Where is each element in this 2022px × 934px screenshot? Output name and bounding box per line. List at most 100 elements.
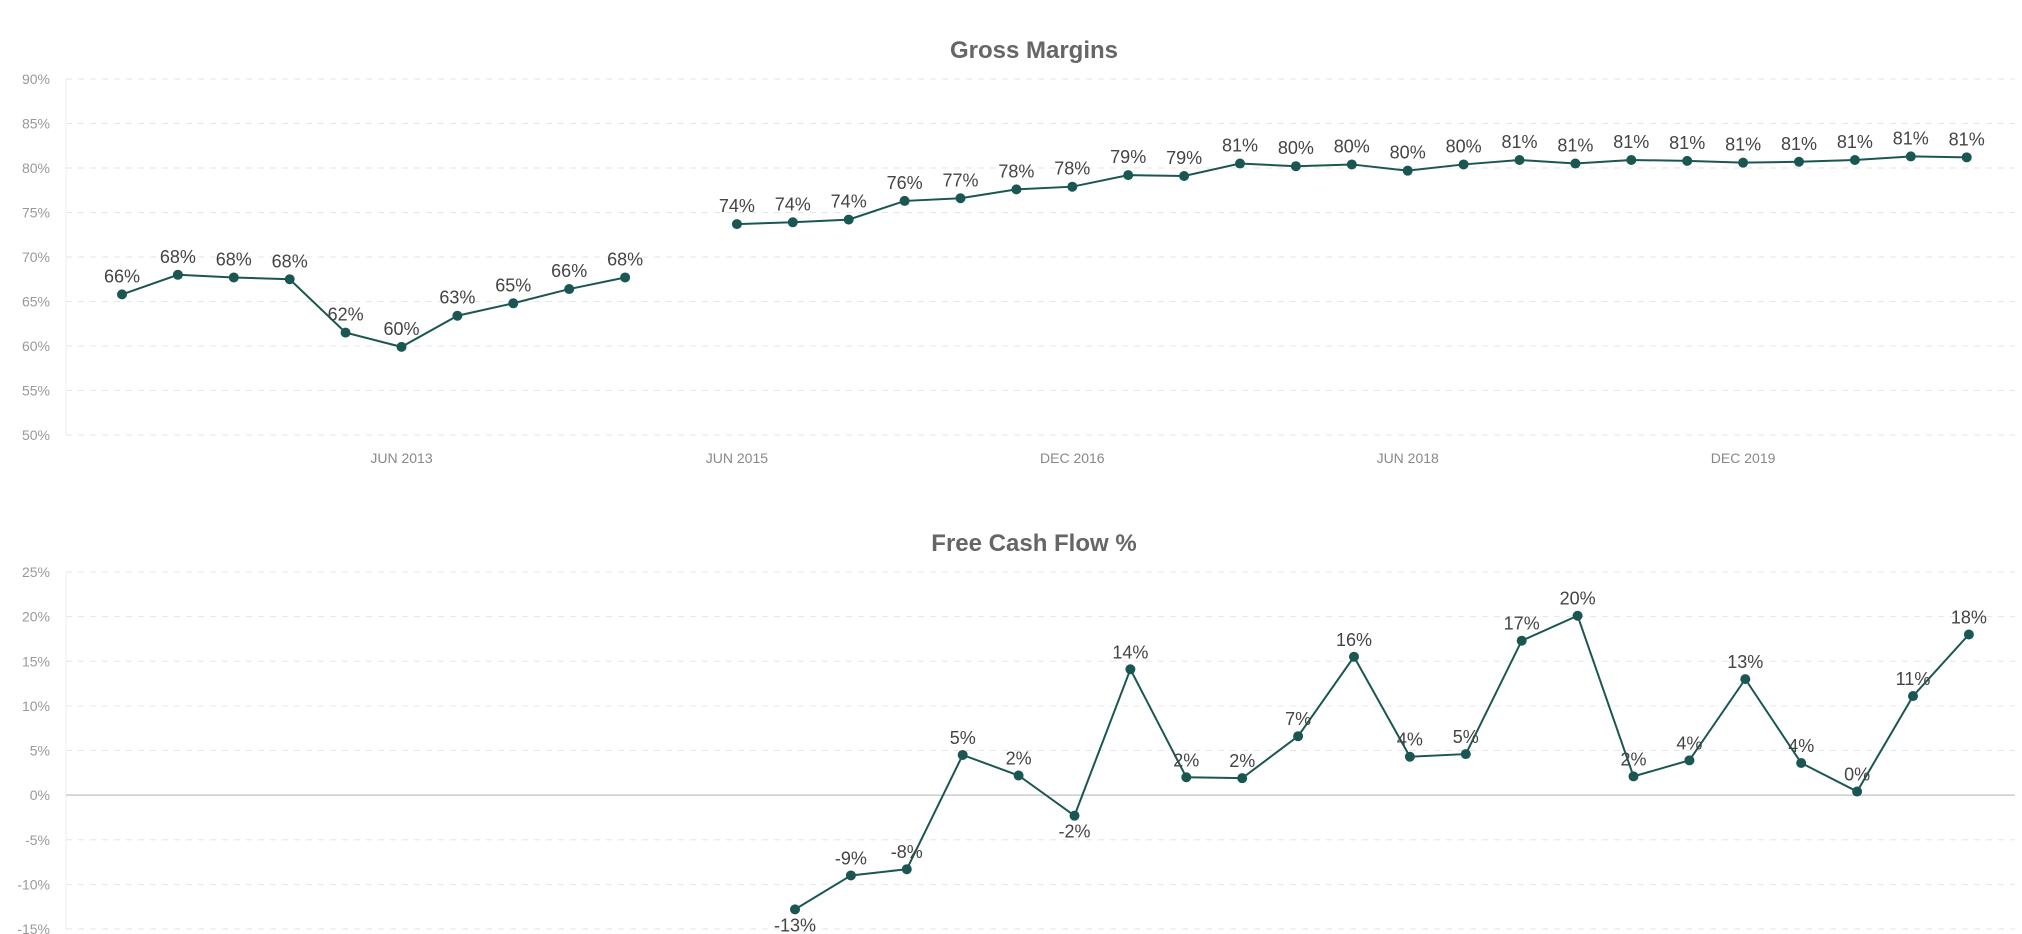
data-label: 74%: [831, 192, 867, 212]
data-point[interactable]: [1852, 786, 1863, 797]
data-point[interactable]: [1794, 156, 1804, 167]
data-label: 81%: [1949, 129, 1985, 149]
data-point[interactable]: [1684, 755, 1695, 766]
data-label: 80%: [1390, 143, 1426, 163]
data-point[interactable]: [843, 214, 854, 225]
data-label: 66%: [104, 266, 140, 286]
data-point[interactable]: [1402, 165, 1413, 176]
data-point[interactable]: [508, 298, 519, 309]
data-label: 11%: [1896, 669, 1931, 689]
data-label: 79%: [1166, 148, 1202, 168]
data-point[interactable]: [1067, 181, 1078, 192]
data-point[interactable]: [790, 904, 800, 915]
data-point[interactable]: [899, 195, 910, 206]
data-point[interactable]: [1404, 751, 1415, 762]
data-label: 17%: [1504, 614, 1540, 634]
data-label: 14%: [1112, 642, 1148, 662]
data-label: 81%: [1222, 136, 1258, 156]
y-tick-label: 15%: [22, 653, 50, 669]
data-point[interactable]: [1069, 810, 1080, 821]
data-point[interactable]: [957, 749, 968, 760]
data-point[interactable]: [1181, 772, 1192, 783]
data-label: 0%: [1844, 765, 1870, 785]
data-point[interactable]: [1905, 151, 1916, 162]
data-point[interactable]: [1738, 157, 1749, 168]
data-point[interactable]: [117, 289, 127, 300]
data-point[interactable]: [1908, 691, 1918, 702]
data-point[interactable]: [1626, 154, 1637, 165]
data-label: 63%: [439, 288, 475, 308]
data-point[interactable]: [1013, 770, 1024, 781]
data-point[interactable]: [564, 284, 575, 295]
data-point[interactable]: [1346, 159, 1357, 170]
data-point[interactable]: [1235, 158, 1245, 169]
data-point[interactable]: [284, 274, 295, 285]
data-point[interactable]: [1961, 152, 1972, 163]
data-point[interactable]: [1570, 158, 1581, 169]
data-point[interactable]: [1628, 771, 1639, 782]
data-label: 62%: [328, 305, 364, 325]
data-point[interactable]: [1572, 610, 1583, 621]
x-tick-label: JUN 2013: [370, 450, 432, 466]
data-label: 18%: [1951, 607, 1987, 627]
data-point[interactable]: [228, 272, 239, 283]
data-point[interactable]: [172, 269, 183, 280]
data-label: 66%: [551, 261, 587, 281]
data-point[interactable]: [1796, 757, 1807, 768]
data-point[interactable]: [620, 272, 631, 283]
y-tick-label: 75%: [22, 205, 50, 221]
data-point[interactable]: [1458, 159, 1469, 170]
free-cash-flow-chart: Free Cash Flow % -15% -10% -5% 0% 5% 10% 15% 20…: [17, 530, 2015, 934]
data-point[interactable]: [1293, 731, 1304, 742]
data-point[interactable]: [1290, 161, 1301, 172]
data-label: 81%: [1613, 132, 1649, 152]
data-point[interactable]: [1125, 664, 1136, 675]
y-tick-label: 80%: [22, 160, 50, 176]
data-point[interactable]: [1849, 154, 1860, 165]
data-point[interactable]: [787, 217, 798, 228]
gross-margins-title: Gross Margins: [950, 37, 1118, 64]
data-point[interactable]: [452, 310, 463, 321]
data-label: 68%: [272, 251, 308, 271]
data-label: 80%: [1446, 136, 1482, 156]
data-label: 4%: [1788, 736, 1814, 756]
data-label: 68%: [607, 249, 643, 269]
data-point[interactable]: [1963, 629, 1974, 640]
data-label: 60%: [383, 319, 419, 339]
x-tick-label: DEC 2016: [1040, 450, 1105, 466]
data-point[interactable]: [731, 219, 742, 230]
y-tick-label: 65%: [22, 294, 50, 310]
data-label: 2%: [1006, 748, 1032, 768]
data-label: -2%: [1058, 822, 1090, 842]
data-point[interactable]: [845, 870, 856, 881]
data-point[interactable]: [1237, 773, 1248, 784]
data-point[interactable]: [1514, 154, 1525, 165]
data-point[interactable]: [1349, 651, 1359, 662]
data-point[interactable]: [955, 193, 966, 204]
data-point[interactable]: [901, 864, 912, 875]
data-point[interactable]: [396, 341, 407, 352]
data-point[interactable]: [1682, 155, 1693, 166]
data-label: 4%: [1397, 730, 1423, 750]
data-point[interactable]: [1179, 171, 1190, 182]
data-label: 78%: [1054, 159, 1090, 179]
data-point[interactable]: [1011, 184, 1022, 195]
free-cash-flow-title: Free Cash Flow %: [931, 530, 1136, 557]
data-label: 76%: [887, 173, 923, 193]
data-point[interactable]: [1123, 170, 1134, 181]
data-point[interactable]: [1740, 674, 1751, 685]
y-tick-label: 85%: [22, 116, 50, 132]
y-tick-label: -5%: [25, 832, 50, 848]
data-point[interactable]: [1516, 635, 1527, 646]
data-point[interactable]: [340, 327, 351, 338]
data-label: -13%: [774, 915, 816, 934]
data-label: 81%: [1501, 132, 1537, 152]
x-tick-label: DEC 2019: [1711, 450, 1776, 466]
data-point[interactable]: [1460, 749, 1471, 760]
data-label: 78%: [998, 161, 1034, 181]
series-line: [121, 273, 626, 348]
y-tick-label: 60%: [22, 338, 50, 354]
data-label: 81%: [1837, 132, 1873, 152]
data-label: 77%: [942, 170, 978, 190]
